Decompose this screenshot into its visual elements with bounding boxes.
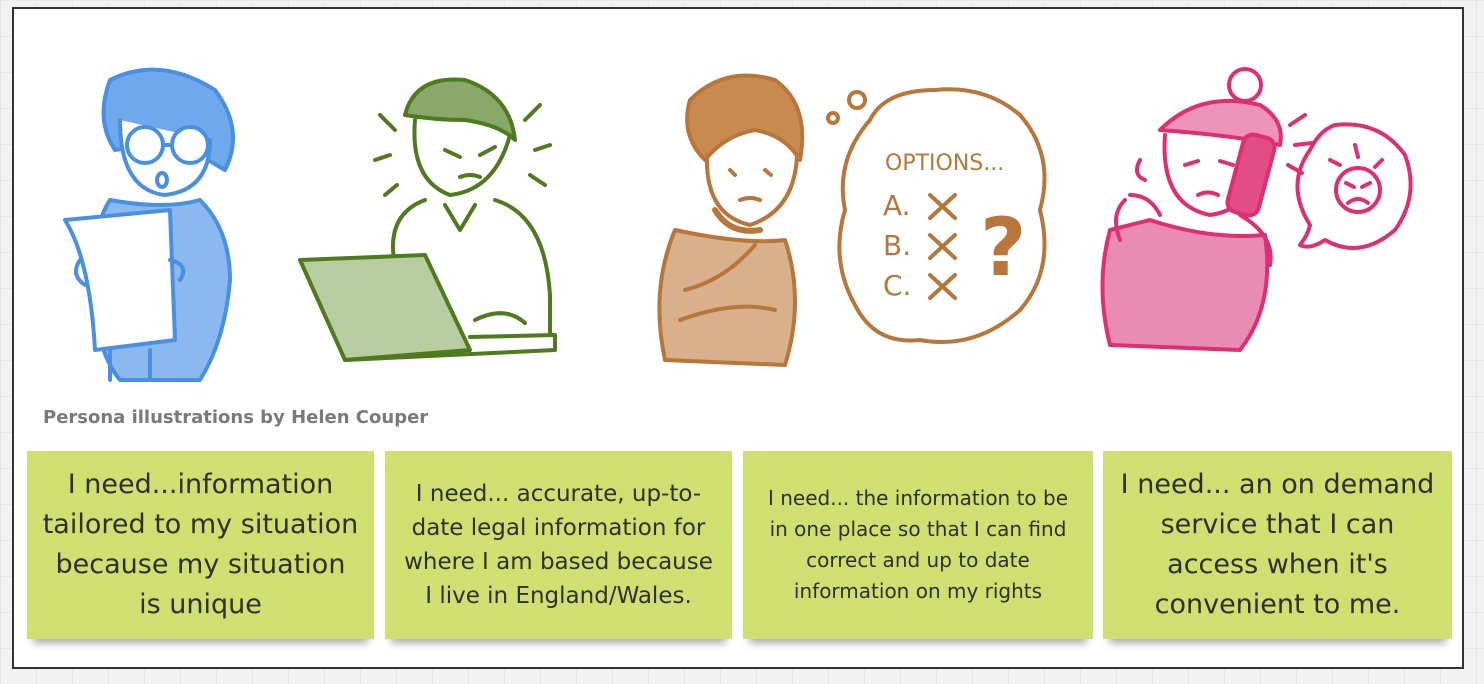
sticky-note-text: I need... the information to be in one p… (767, 486, 1069, 603)
sticky-note-one-place: I need... the information to be in one p… (743, 451, 1093, 639)
cross-icon (928, 193, 957, 220)
persona-illustration-thinker: OPTIONS... A. B. C. ? (657, 73, 1047, 367)
sticky-note-tailored-info: I need...information tailored to my situ… (27, 451, 374, 639)
thought-option-b: B. (883, 229, 911, 262)
thought-bubble-title: OPTIONS... (885, 151, 1004, 176)
sticky-note-text: I need... an on demand service that I ca… (1120, 469, 1435, 620)
thought-option-a: A. (883, 189, 911, 222)
cross-icon (928, 233, 957, 260)
persona-illustration-phone-caller (1100, 67, 1413, 352)
sticky-note-on-demand: I need... an on demand service that I ca… (1103, 451, 1452, 639)
question-mark: ? (980, 201, 1026, 294)
persona-illustration-reader (63, 67, 235, 382)
cross-icon (928, 273, 957, 300)
sticky-note-text: I need...information tailored to my situ… (42, 469, 359, 620)
persona-illustration-laptop-user (298, 77, 557, 362)
illustration-credit: Persona illustrations by Helen Couper (43, 407, 429, 428)
angry-face-icon (1334, 166, 1382, 214)
sticky-note-text: I need... accurate, up-to-date legal inf… (404, 481, 713, 609)
thought-option-c: C. (883, 269, 911, 302)
sticky-note-legal-info: I need... accurate, up-to-date legal inf… (385, 451, 732, 639)
